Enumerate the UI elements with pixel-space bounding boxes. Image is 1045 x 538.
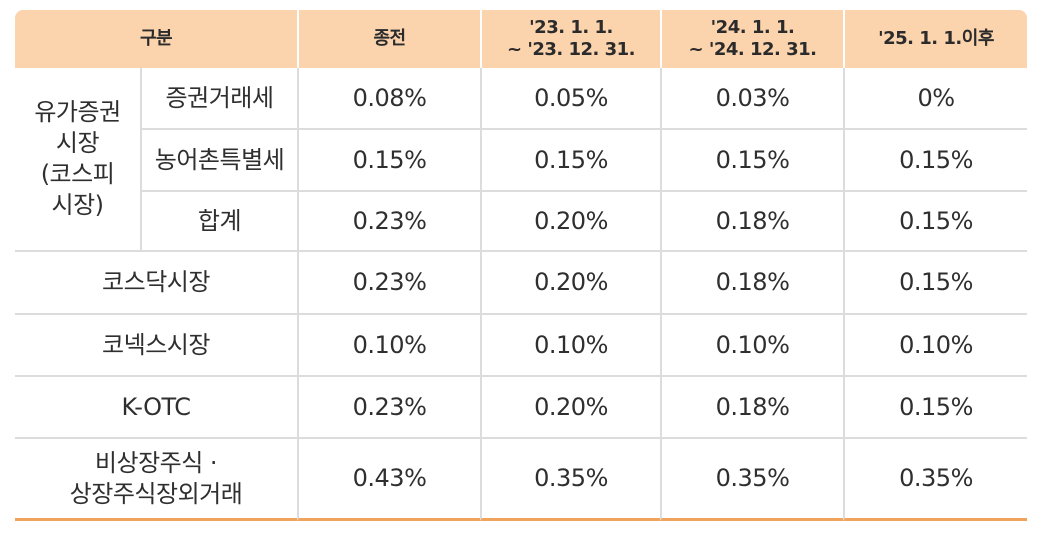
cell-text: 농어촌특별세 <box>154 145 285 174</box>
cell-text: ~ '24. 12. 31. <box>688 39 817 60</box>
table-row: 코스닥시장 0.23% 0.20% 0.18% 0.15% <box>15 252 1027 315</box>
header-row: 구분 종전 '23. 1. 1. ~ '23. 12. 31. '24. 1. 1. ~ … <box>15 10 1027 68</box>
value-cell: 0.18% <box>660 377 843 439</box>
value-cell: 0.10% <box>843 315 1027 377</box>
value-cell: 0.18% <box>660 252 843 315</box>
value-cell: 0.15% <box>843 252 1027 315</box>
cell-text: 비상장주식 · <box>94 448 218 477</box>
value-cell: 0.35% <box>480 439 660 521</box>
tax-table: 구분 종전 '23. 1. 1. ~ '23. 12. 31. '24. 1. 1. ~ … <box>15 10 1027 521</box>
value-cell: 0.23% <box>297 192 480 252</box>
table-header: 구분 종전 '23. 1. 1. ~ '23. 12. 31. '24. 1. 1. ~ … <box>15 10 1027 68</box>
value-cell: 0.08% <box>297 68 480 130</box>
table-row: 합계 0.23% 0.20% 0.18% 0.15% <box>15 192 1027 252</box>
row-label-cell: 비상장주식 · 상장주식장외거래 <box>15 439 297 521</box>
cell-text: '25. 1. 1.이후 <box>878 28 994 49</box>
value-cell: 0.18% <box>660 192 843 252</box>
value-cell: 0.15% <box>660 130 843 192</box>
cell-text: 시장 <box>55 129 100 157</box>
value-cell: 0.23% <box>297 377 480 439</box>
cell-text: 합계 <box>197 206 242 235</box>
value-cell: 0.15% <box>843 192 1027 252</box>
table-row: 코넥스시장 0.10% 0.10% 0.10% 0.10% <box>15 315 1027 377</box>
value-cell: 0.20% <box>480 192 660 252</box>
value-cell: 0.03% <box>660 68 843 130</box>
value-cell: 0% <box>843 68 1027 130</box>
row-label-cell: K-OTC <box>15 377 297 439</box>
cell-text: 종전 <box>373 28 406 49</box>
value-cell: 0.20% <box>480 252 660 315</box>
value-cell: 0.15% <box>480 130 660 192</box>
header-cell: '23. 1. 1. ~ '23. 12. 31. <box>480 10 660 68</box>
header-cell: '25. 1. 1.이후 <box>843 10 1027 68</box>
cell-text: 증권거래세 <box>165 83 274 112</box>
value-cell: 0.35% <box>843 439 1027 521</box>
row-label-cell: 합계 <box>140 192 297 252</box>
cell-text: ~ '23. 12. 31. <box>506 39 636 60</box>
cell-text: 코스닥시장 <box>102 268 210 296</box>
table-row: K-OTC 0.23% 0.20% 0.18% 0.15% <box>15 377 1027 439</box>
value-cell: 0.35% <box>660 439 843 521</box>
row-label-cell: 코스닥시장 <box>15 252 297 315</box>
cell-text: 유가증권 <box>34 98 121 126</box>
cell-text: 코넥스시장 <box>102 330 210 359</box>
cell-text: K-OTC <box>121 392 191 421</box>
cell-text: (코스피 <box>40 160 115 188</box>
header-cell: 종전 <box>297 10 480 68</box>
value-cell: 0.15% <box>843 130 1027 192</box>
cell-text: 시장) <box>51 191 104 219</box>
cell-text: '23. 1. 1. <box>529 17 613 38</box>
value-cell: 0.10% <box>297 315 480 377</box>
cell-text: 구분 <box>139 28 173 49</box>
cell-text: 상장주식장외거래 <box>69 479 243 508</box>
value-cell: 0.20% <box>480 377 660 439</box>
table-row: 농어촌특별세 0.15% 0.15% 0.15% 0.15% <box>15 130 1027 192</box>
value-cell: 0.23% <box>297 252 480 315</box>
table-row: 비상장주식 · 상장주식장외거래 0.43% 0.35% 0.35% 0.35% <box>15 439 1027 521</box>
header-cell: '24. 1. 1. ~ '24. 12. 31. <box>660 10 843 68</box>
value-cell: 0.15% <box>843 377 1027 439</box>
cell-text: '24. 1. 1. <box>710 17 795 38</box>
value-cell: 0.15% <box>297 130 480 192</box>
row-label-cell: 코넥스시장 <box>15 315 297 377</box>
value-cell: 0.43% <box>297 439 480 521</box>
row-label-cell: 증권거래세 <box>140 68 297 130</box>
row-label-cell: 농어촌특별세 <box>140 130 297 192</box>
value-cell: 0.05% <box>480 68 660 130</box>
value-cell: 0.10% <box>660 315 843 377</box>
value-cell: 0.10% <box>480 315 660 377</box>
header-cell: 구분 <box>15 10 297 68</box>
